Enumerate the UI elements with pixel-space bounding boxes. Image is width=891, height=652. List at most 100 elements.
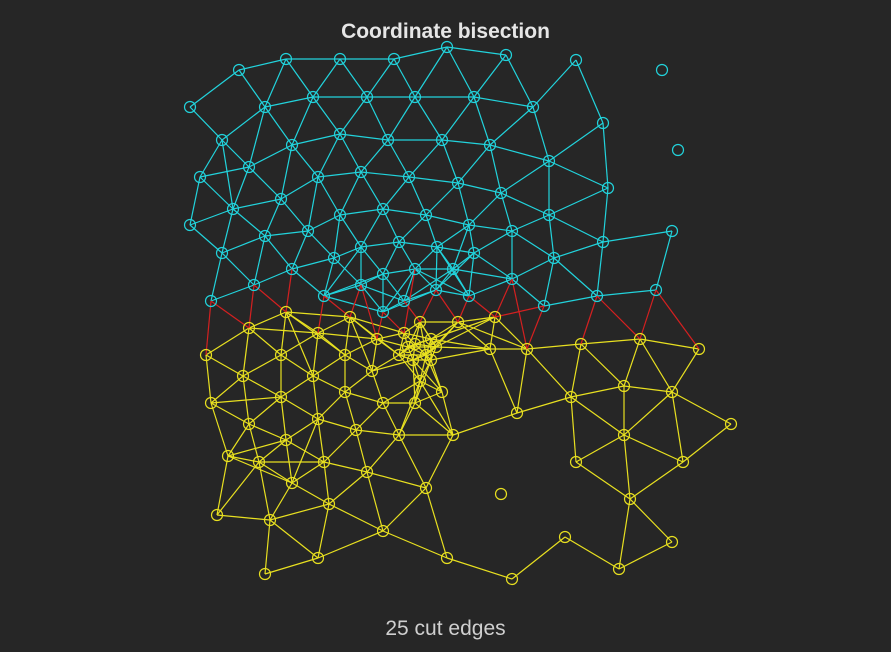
edge-part-a xyxy=(500,192,513,232)
edge-part-a xyxy=(393,58,416,98)
edge-part-a xyxy=(596,289,657,297)
edge-part-a xyxy=(264,96,314,108)
edge-part-b xyxy=(682,423,732,463)
edge-part-b xyxy=(564,536,620,570)
edge-part-a xyxy=(366,96,389,141)
edge-part-a xyxy=(473,96,491,146)
edge-part-b xyxy=(414,359,432,404)
node-part-b xyxy=(429,340,443,354)
edge-part-b xyxy=(312,332,319,377)
edge-part-a xyxy=(441,96,475,141)
edge-part-b xyxy=(414,321,421,345)
edge-part-a xyxy=(408,176,427,216)
edge-part-a xyxy=(414,96,443,141)
edge-part-a xyxy=(339,171,362,216)
edge-part-a xyxy=(532,59,577,108)
edge-part-a xyxy=(596,241,604,297)
node-part-a xyxy=(301,224,315,238)
edge-part-a xyxy=(655,230,673,291)
edge-part-a xyxy=(210,252,223,302)
edge-part-b xyxy=(248,423,287,441)
edge-part-b xyxy=(376,338,400,356)
node-part-a xyxy=(242,160,256,174)
edge-part-a xyxy=(307,230,335,259)
edge-part-a xyxy=(408,139,443,178)
edge-part-b xyxy=(412,359,421,382)
edge-part-b xyxy=(398,343,416,356)
edge-part-b xyxy=(623,434,631,500)
edge-part-b xyxy=(575,434,625,463)
edge-part-a xyxy=(253,268,293,286)
edge-part-b xyxy=(412,346,437,361)
edge-part-b xyxy=(349,316,405,334)
edge-part-a xyxy=(238,69,266,108)
node-part-b xyxy=(343,310,357,324)
node-part-b xyxy=(274,348,288,362)
edge-part-b xyxy=(570,343,582,398)
node-part-a xyxy=(542,154,556,168)
node-part-b xyxy=(252,455,266,469)
node-part-a xyxy=(671,143,685,157)
edge-part-a xyxy=(189,224,223,254)
node-part-b xyxy=(446,428,460,442)
node-part-a xyxy=(467,90,481,104)
edge-part-a xyxy=(360,139,389,173)
edge-part-a xyxy=(441,139,491,146)
edge-part-b xyxy=(269,482,293,521)
edge-part-b xyxy=(526,348,572,398)
edge-part-b xyxy=(264,519,271,575)
node-part-b xyxy=(413,374,427,388)
node-part-a xyxy=(446,262,460,276)
edge-part-a xyxy=(291,144,319,178)
edge-part-a xyxy=(232,208,266,237)
edge-part-b xyxy=(446,557,513,580)
node-part-b xyxy=(311,412,325,426)
edge-part-b xyxy=(210,402,229,457)
node-part-a xyxy=(569,53,583,67)
node-part-b xyxy=(274,390,288,404)
edge-part-b xyxy=(671,391,684,463)
cut-edge xyxy=(285,268,293,313)
edge-part-b xyxy=(328,471,368,505)
edge-part-b xyxy=(403,332,409,348)
node-part-a xyxy=(354,278,368,292)
cut-edge xyxy=(580,295,598,345)
node-part-a xyxy=(440,40,454,54)
edge-part-b xyxy=(280,396,319,420)
edge-part-b xyxy=(312,354,346,377)
edge-part-b xyxy=(248,311,287,329)
edge-part-b xyxy=(494,316,528,350)
edge-part-a xyxy=(360,171,410,178)
edge-part-a xyxy=(548,187,609,216)
node-part-a xyxy=(360,90,374,104)
cut-edge xyxy=(435,289,459,323)
node-part-b xyxy=(440,551,454,565)
node-part-a xyxy=(274,192,288,206)
cut-edge xyxy=(376,311,384,340)
node-part-b xyxy=(665,385,679,399)
edge-part-b xyxy=(210,402,250,425)
node-part-a xyxy=(317,289,331,303)
edge-part-b xyxy=(344,316,351,356)
edge-part-a xyxy=(553,257,598,297)
node-part-a xyxy=(258,100,272,114)
node-part-b xyxy=(279,305,293,319)
edge-part-a xyxy=(360,171,384,210)
edge-part-a xyxy=(473,96,534,108)
edge-part-b xyxy=(430,346,437,361)
edge-part-a xyxy=(248,106,266,168)
edge-part-a xyxy=(446,46,475,98)
node-part-b xyxy=(285,476,299,490)
edge-part-b xyxy=(441,391,454,436)
edge-part-b xyxy=(269,503,330,521)
edge-part-a xyxy=(602,187,609,243)
edge-part-a xyxy=(414,246,438,270)
edge-part-a xyxy=(387,139,410,178)
edge-part-b xyxy=(210,375,244,404)
edge-part-a xyxy=(333,257,362,286)
edge-part-a xyxy=(199,139,223,178)
edge-part-b xyxy=(618,541,673,570)
cut-edge xyxy=(317,295,325,334)
node-part-a xyxy=(204,294,218,308)
